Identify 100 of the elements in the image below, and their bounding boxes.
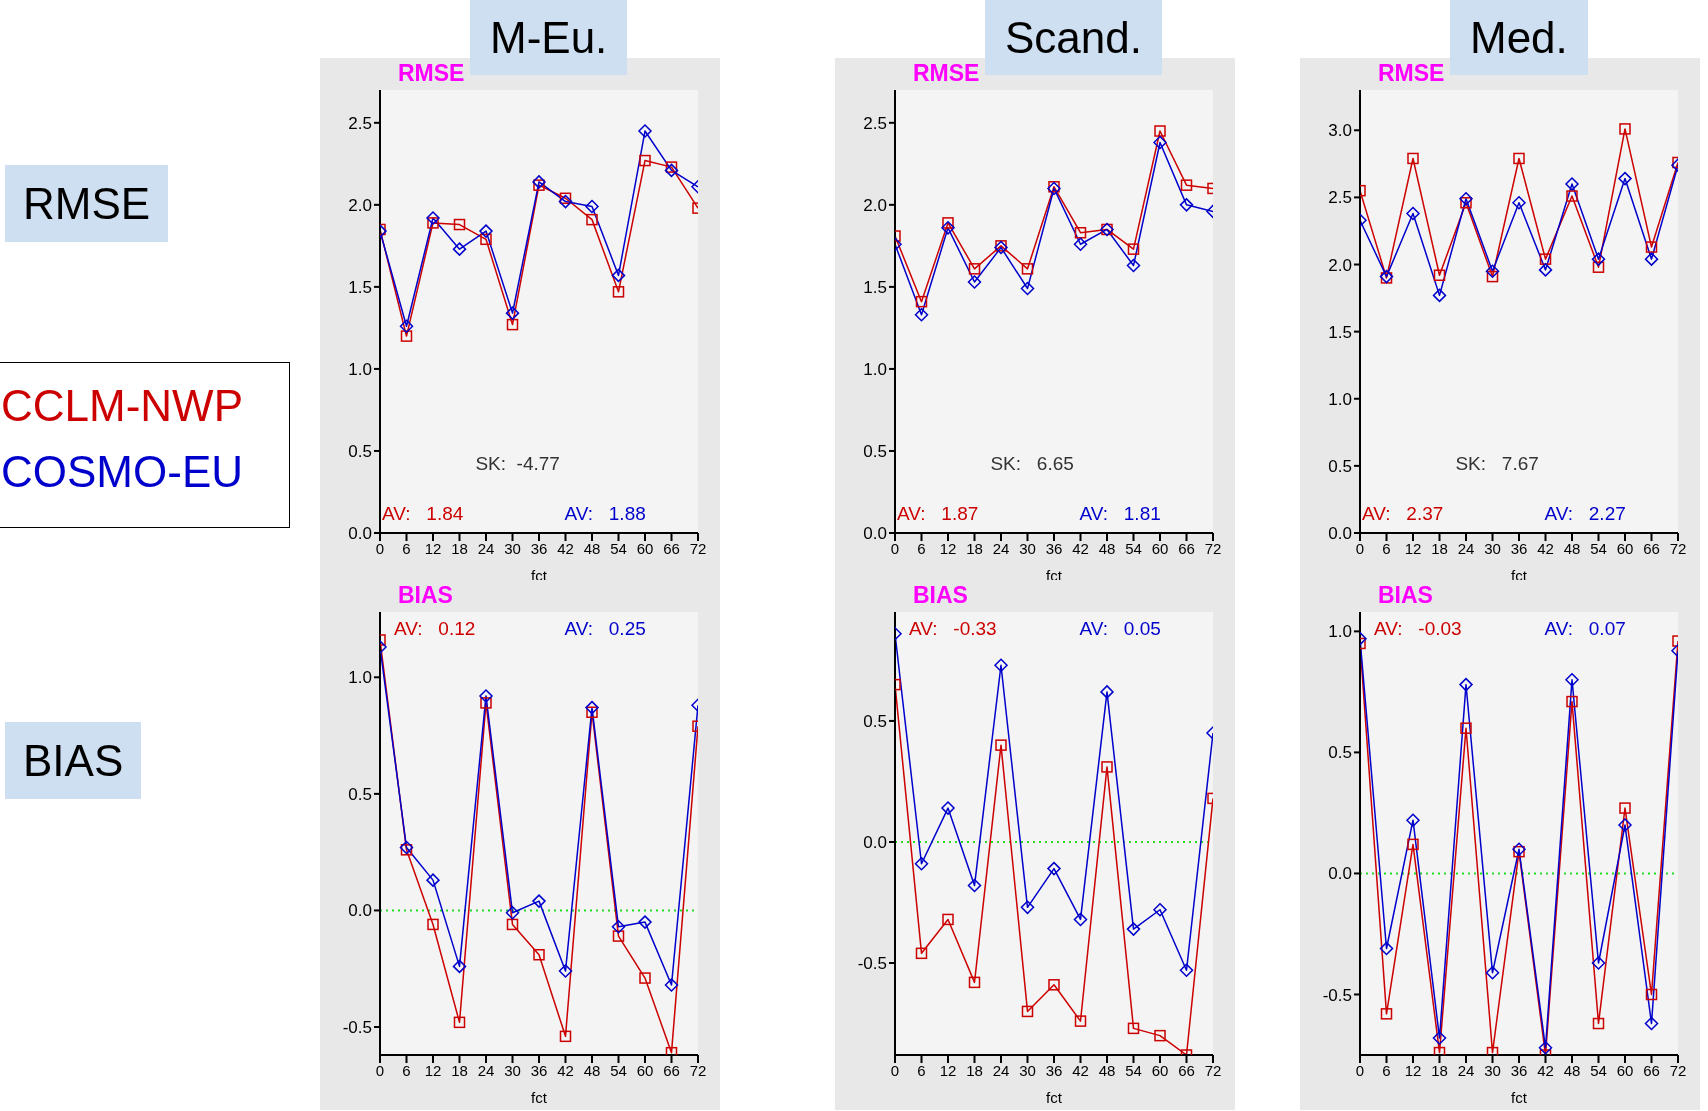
point bbox=[1591, 252, 1606, 266]
annotation: AV: 0.05 bbox=[1079, 618, 1161, 640]
x-tick-label: 6 bbox=[1382, 539, 1391, 557]
point bbox=[1513, 152, 1525, 165]
y-tick-label: 2.5 bbox=[348, 113, 372, 133]
x-tick-label: 0 bbox=[375, 1061, 385, 1079]
point bbox=[1619, 123, 1631, 135]
x-tick-label: 54 bbox=[1590, 1061, 1607, 1079]
point bbox=[1127, 1022, 1140, 1035]
point bbox=[1432, 1031, 1447, 1045]
x-tick-label: 36 bbox=[1510, 1061, 1528, 1079]
point bbox=[1074, 226, 1087, 239]
x-tick-label: 30 bbox=[504, 1061, 521, 1079]
x-tick-label: 0 bbox=[890, 1061, 900, 1079]
y-tick-label: 0.0 bbox=[863, 833, 887, 853]
y-tick-label: -0.5 bbox=[857, 954, 887, 974]
point bbox=[1592, 1017, 1605, 1030]
x-tick-label: 42 bbox=[1072, 539, 1089, 557]
point bbox=[532, 175, 546, 189]
y-tick-label: 0.5 bbox=[863, 711, 887, 731]
point bbox=[612, 930, 625, 942]
x-tick-label: 0 bbox=[890, 539, 900, 557]
x-tick-label: 48 bbox=[1563, 1061, 1581, 1079]
chart-subtitle: M-Eu. bbox=[470, 0, 628, 75]
x-tick-label: 66 bbox=[663, 1061, 680, 1079]
chart-title: RMSE bbox=[1378, 60, 1445, 87]
x-tick-label: 72 bbox=[1669, 539, 1687, 557]
point bbox=[664, 978, 679, 992]
y-tick-label: 2.0 bbox=[1328, 255, 1352, 275]
point bbox=[639, 972, 651, 984]
point bbox=[1101, 761, 1113, 773]
x-tick-label: 60 bbox=[1151, 1061, 1169, 1079]
point bbox=[400, 330, 413, 342]
x-tick-label: 48 bbox=[1098, 1061, 1116, 1079]
y-tick-label: 1.5 bbox=[863, 277, 887, 297]
x-tick-label: 30 bbox=[1019, 539, 1036, 557]
x-tick-label: 30 bbox=[1484, 1061, 1501, 1079]
point bbox=[427, 918, 439, 931]
y-tick-label: 1.0 bbox=[1328, 622, 1352, 642]
point bbox=[480, 233, 492, 246]
point bbox=[1407, 838, 1419, 851]
x-tick-label: 72 bbox=[1669, 1061, 1687, 1079]
x-tick-label: 30 bbox=[1484, 539, 1501, 557]
x-tick-label: 48 bbox=[583, 1061, 601, 1079]
point bbox=[1406, 206, 1420, 221]
x-tick-label: 66 bbox=[1643, 1061, 1660, 1079]
point bbox=[1100, 685, 1114, 699]
x-tick-label: 72 bbox=[689, 539, 707, 557]
point bbox=[559, 1030, 572, 1043]
point bbox=[1619, 802, 1631, 814]
annotation: AV: 2.27 bbox=[1544, 503, 1626, 525]
x-tick-label: 54 bbox=[1125, 1061, 1142, 1079]
x-tick-label: 24 bbox=[1457, 1061, 1475, 1079]
point bbox=[1047, 861, 1061, 876]
point bbox=[532, 894, 546, 908]
y-tick-label: 0.5 bbox=[1328, 456, 1352, 476]
point bbox=[968, 263, 981, 275]
x-tick-label: 66 bbox=[1643, 539, 1660, 557]
point bbox=[400, 844, 413, 856]
annotation: AV: -0.03 bbox=[1374, 618, 1462, 640]
point bbox=[1645, 988, 1658, 1001]
x-tick-label: 54 bbox=[610, 1061, 627, 1079]
y-axis-title: RMSE bbox=[5, 165, 169, 242]
x-tick-label: 12 bbox=[424, 539, 442, 557]
point bbox=[994, 658, 1008, 673]
x-tick-label: 6 bbox=[917, 539, 926, 557]
annotation: AV: 2.37 bbox=[1362, 503, 1444, 525]
x-tick-label: 30 bbox=[504, 539, 521, 557]
x-tick-label: 18 bbox=[1431, 1061, 1448, 1079]
point bbox=[1180, 179, 1193, 191]
point bbox=[612, 286, 625, 298]
point bbox=[665, 161, 678, 173]
point bbox=[1380, 1008, 1393, 1020]
point bbox=[915, 947, 928, 960]
x-tick-label: 60 bbox=[1616, 539, 1634, 557]
point bbox=[664, 163, 679, 178]
point bbox=[1433, 269, 1446, 282]
point bbox=[426, 211, 440, 225]
point bbox=[533, 179, 545, 191]
point bbox=[585, 199, 599, 214]
x-tick-label: 48 bbox=[1563, 539, 1581, 557]
chart-title: BIAS bbox=[1378, 582, 1433, 609]
point bbox=[1618, 818, 1632, 832]
point bbox=[452, 959, 467, 974]
x-tick-label: 66 bbox=[1178, 1061, 1195, 1079]
point bbox=[1126, 258, 1141, 273]
x-tick-label: 42 bbox=[1537, 1061, 1554, 1079]
x-tick-label: 48 bbox=[1098, 539, 1116, 557]
point bbox=[1460, 197, 1472, 209]
annotation: AV: 0.25 bbox=[564, 618, 646, 640]
point bbox=[1127, 243, 1140, 255]
chart-subtitle: Med. bbox=[1450, 0, 1588, 75]
x-tick-label: 12 bbox=[1404, 1061, 1422, 1079]
x-tick-label: 12 bbox=[1404, 539, 1422, 557]
y-tick-label: 2.0 bbox=[863, 195, 887, 215]
point bbox=[967, 275, 982, 289]
point bbox=[505, 906, 520, 920]
x-tick-label: 36 bbox=[530, 1061, 548, 1079]
point bbox=[586, 706, 598, 719]
x-tick-label: 0 bbox=[375, 539, 385, 557]
